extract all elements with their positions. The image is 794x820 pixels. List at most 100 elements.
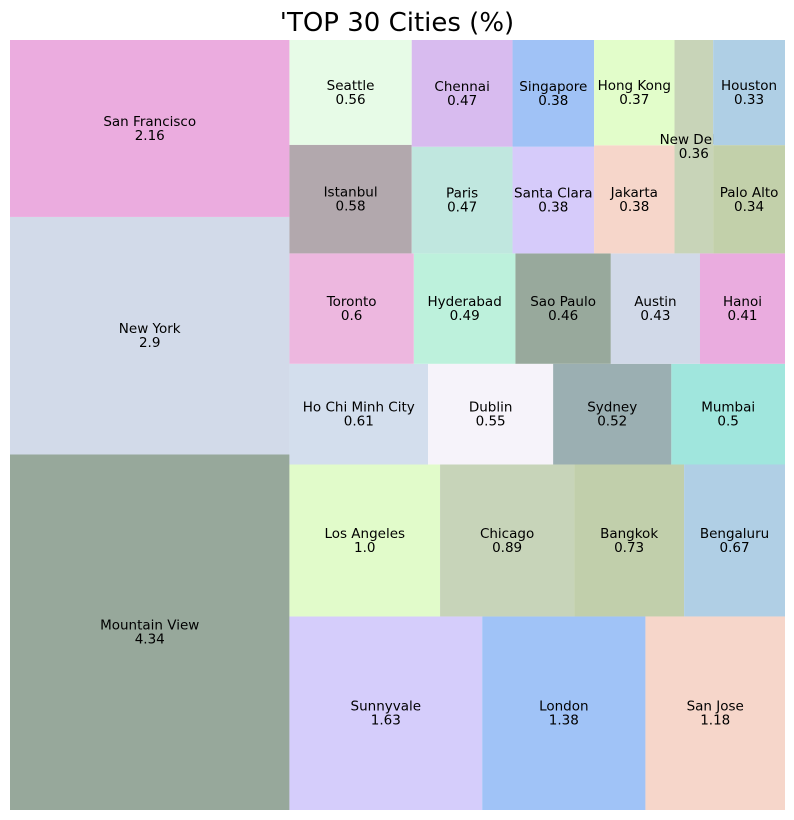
- tile-name-label: Bangkok: [600, 526, 658, 542]
- tile-value-label: 0.36: [679, 146, 709, 162]
- tile-rect-bangkok: [574, 464, 685, 617]
- tile-rect-bengaluru: [684, 464, 785, 617]
- tile-rect-sao-paulo: [515, 253, 611, 364]
- tile-rect-mountain-view: [10, 454, 290, 810]
- tile-value-label: 0.37: [619, 92, 649, 108]
- tile-rect-new-delhi: [674, 40, 714, 254]
- tile-value-label: 0.46: [548, 308, 578, 324]
- tile-rect-new-york: [10, 216, 290, 455]
- chart-title: 'TOP 30 Cities (%): [279, 8, 515, 38]
- tile-value-label: 0.38: [538, 200, 568, 216]
- tile-value-label: 4.34: [135, 632, 165, 648]
- tile-name-label: Mumbai: [701, 400, 755, 416]
- tile-name-label: Istanbul: [324, 185, 378, 201]
- tile-value-label: 0.56: [336, 92, 366, 108]
- tile-rect-seattle: [289, 40, 412, 145]
- tile-value-label: 1.63: [371, 713, 401, 729]
- tile-name-label: Dublin: [469, 400, 513, 416]
- tile-rect-jakarta: [594, 145, 675, 254]
- tile-name-label: Hyderabad: [428, 294, 502, 310]
- tile-rect-dublin: [428, 363, 554, 465]
- tile-value-label: 0.67: [720, 540, 750, 556]
- tile-name-label: Hanoi: [723, 294, 762, 310]
- tile-value-label: 2.16: [135, 128, 165, 144]
- tile-rect-london: [482, 616, 646, 810]
- tile-value-label: 0.34: [734, 199, 764, 215]
- tile-rect-sunnyvale: [289, 616, 483, 810]
- tile-name-label: Palo Alto: [720, 185, 779, 201]
- tile-value-label: 0.47: [447, 200, 477, 216]
- tile-value-label: 0.6: [341, 308, 362, 324]
- tile-name-label: San Francisco: [103, 114, 196, 130]
- tile-value-label: 0.61: [344, 414, 374, 430]
- tile-value-label: 1.18: [700, 713, 730, 729]
- tile-name-label: Los Angeles: [324, 526, 405, 542]
- tile-rect-chennai: [411, 40, 513, 147]
- tile-value-label: 2.9: [139, 335, 160, 351]
- tile-name-label: Jakarta: [610, 185, 658, 201]
- tile-value-label: 0.58: [336, 199, 366, 215]
- tile-value-label: 1.0: [354, 540, 375, 556]
- tile-name-label: Toronto: [326, 294, 377, 310]
- tile-rect-istanbul: [289, 144, 412, 254]
- tile-value-label: 0.41: [727, 308, 757, 324]
- tile-rect-hanoi: [699, 253, 785, 364]
- tile-name-label: Houston: [721, 78, 777, 94]
- tile-rect-sydney: [553, 363, 672, 465]
- tile-name-label: Sao Paulo: [530, 294, 596, 310]
- tile-value-label: 0.49: [450, 308, 480, 324]
- tile-value-label: 0.55: [476, 414, 506, 430]
- tile-name-label: Austin: [634, 294, 676, 310]
- tile-rect-hong-kong: [594, 40, 675, 146]
- tile-rect-ho-chi-minh-city: [289, 363, 429, 465]
- tile-rect-santa-clara: [512, 146, 595, 254]
- tile-name-label: Bengaluru: [700, 526, 769, 542]
- tile-name-label: Paris: [446, 186, 478, 202]
- tile-name-label: Hong Kong: [598, 78, 671, 94]
- tile-rect-austin: [610, 253, 700, 364]
- tile-value-label: 0.38: [619, 199, 649, 215]
- tile-rect-paris: [411, 146, 513, 254]
- tile-name-label: Sunnyvale: [351, 699, 422, 715]
- tile-name-label: Sydney: [587, 400, 637, 416]
- tile-rect-houston: [713, 40, 785, 146]
- tile-rect-chicago: [440, 464, 575, 617]
- tile-value-label: 0.52: [597, 414, 627, 430]
- tile-value-label: 1.38: [549, 713, 579, 729]
- tile-rect-toronto: [289, 253, 414, 364]
- tile-value-label: 0.5: [717, 414, 738, 430]
- tile-name-label: Singapore: [519, 79, 587, 95]
- tile-name-label: Santa Clara: [514, 186, 593, 202]
- tile-value-label: 0.89: [492, 540, 522, 556]
- tile-rect-san-francisco: [10, 40, 290, 217]
- tile-value-label: 0.47: [447, 93, 477, 109]
- tile-value-label: 0.38: [538, 93, 568, 109]
- tile-rect-mumbai: [671, 363, 785, 465]
- tile-value-label: 0.43: [640, 308, 670, 324]
